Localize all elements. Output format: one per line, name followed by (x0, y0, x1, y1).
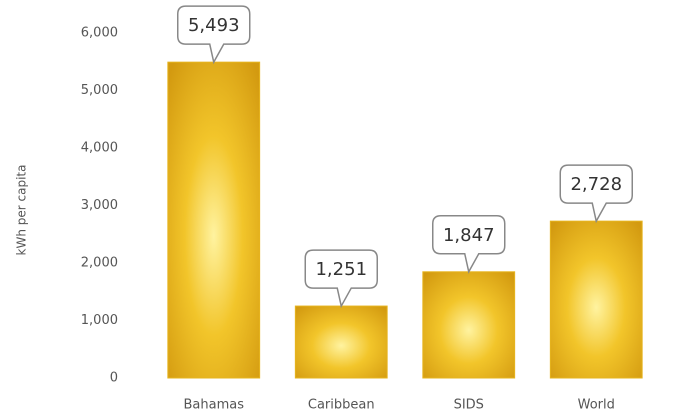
callout-bubble (432, 215, 506, 274)
y-tick-label: 4,000 (81, 141, 118, 156)
callout-bubble (304, 249, 378, 309)
callout-bubble (559, 164, 633, 224)
value-label: 1,847 (443, 225, 495, 246)
bar (549, 220, 643, 379)
x-tick-label: Caribbean (308, 398, 375, 413)
y-tick-label: 1,000 (81, 313, 118, 328)
value-label: 2,728 (570, 174, 622, 195)
x-tick-label: Bahamas (184, 398, 245, 413)
y-tick-label: 0 (110, 371, 118, 386)
callout-bubble (177, 5, 251, 65)
value-label: 5,493 (188, 15, 240, 36)
x-tick-label: World (578, 398, 615, 413)
y-axis-label: kWh per capita (15, 165, 29, 256)
value-label: 1,251 (315, 259, 367, 280)
y-tick-label: 5,000 (81, 83, 118, 98)
bar (422, 271, 516, 379)
y-tick-label: 6,000 (81, 26, 118, 41)
x-tick-label: SIDS (454, 398, 484, 413)
bar (294, 305, 388, 379)
bar (167, 61, 261, 379)
y-tick-label: 2,000 (81, 256, 118, 271)
y-tick-label: 3,000 (81, 198, 118, 213)
